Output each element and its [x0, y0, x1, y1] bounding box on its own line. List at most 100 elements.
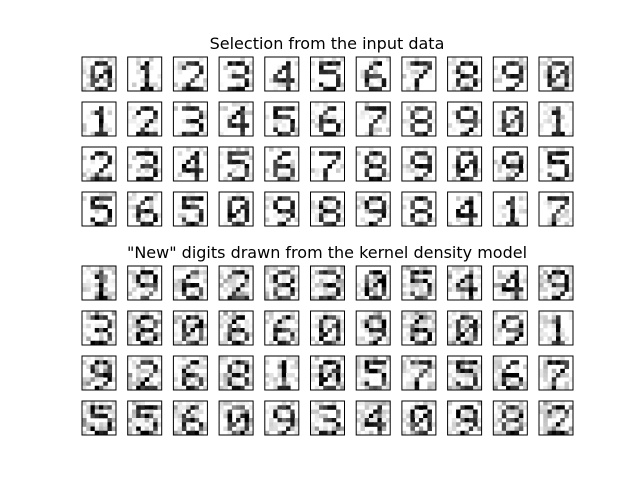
- pixel: [223, 287, 228, 292]
- pixel: [90, 377, 96, 382]
- digit-image-4: [218, 101, 254, 137]
- pixel: [340, 278, 345, 284]
- digit-image-7: [538, 355, 574, 391]
- pixel: [373, 61, 378, 66]
- pixel: [264, 287, 270, 292]
- pixel: [231, 336, 237, 342]
- digit-image-6: [264, 310, 300, 346]
- digit-image-9: [127, 265, 163, 301]
- pixel: [427, 381, 432, 387]
- pixel: [236, 274, 241, 280]
- pixel: [418, 311, 424, 316]
- pixel: [103, 373, 108, 378]
- pixel: [227, 430, 233, 436]
- pixel: [244, 164, 250, 169]
- pixel: [227, 217, 233, 223]
- pixel: [431, 217, 437, 223]
- pixel: [103, 401, 108, 406]
- pixel: [427, 61, 432, 66]
- pixel: [219, 270, 224, 275]
- pixel: [286, 57, 291, 62]
- pixel: [373, 360, 378, 365]
- pixel: [423, 401, 428, 406]
- pixel: [131, 426, 137, 432]
- pixel: [373, 413, 378, 419]
- pixel: [427, 323, 432, 329]
- pixel: [473, 82, 478, 88]
- pixel: [86, 266, 91, 271]
- pixel: [564, 69, 570, 75]
- pixel: [157, 422, 162, 427]
- pixel: [236, 61, 241, 66]
- pixel: [381, 323, 387, 329]
- pixel: [148, 291, 154, 297]
- pixel: [203, 385, 208, 391]
- pixel: [331, 373, 337, 378]
- pixel: [547, 78, 553, 83]
- pixel: [323, 360, 328, 365]
- pixel: [497, 328, 503, 333]
- pixel: [539, 278, 544, 284]
- digit-image-6: [355, 56, 391, 92]
- pixel: [327, 151, 333, 156]
- pixel: [111, 377, 117, 382]
- pixel: [140, 295, 145, 301]
- pixel: [231, 151, 237, 156]
- pixel: [551, 315, 557, 320]
- pixel: [131, 114, 137, 120]
- pixel: [336, 340, 341, 346]
- pixel: [410, 266, 415, 271]
- pixel: [464, 86, 470, 92]
- pixel: [464, 381, 470, 387]
- pixel: [364, 413, 370, 419]
- pixel: [94, 409, 100, 415]
- pixel: [273, 110, 278, 116]
- pixel: [181, 196, 187, 201]
- pixel: [340, 106, 345, 111]
- pixel: [94, 196, 100, 201]
- pixel: [539, 405, 544, 410]
- pixel: [264, 319, 270, 325]
- pixel: [464, 409, 470, 415]
- pixel: [94, 283, 100, 288]
- pixel: [560, 356, 565, 361]
- pixel: [551, 373, 557, 378]
- pixel: [327, 405, 333, 410]
- pixel: [140, 422, 145, 427]
- digit-image-4: [447, 191, 483, 227]
- pixel: [194, 159, 200, 165]
- pixel: [294, 78, 300, 83]
- pixel: [364, 110, 370, 116]
- pixel: [336, 332, 341, 337]
- pixel: [281, 364, 287, 370]
- pixel: [377, 106, 382, 111]
- pixel: [264, 217, 270, 223]
- pixel: [464, 430, 470, 436]
- pixel: [414, 270, 420, 275]
- pixel: [460, 123, 465, 128]
- pixel: [181, 278, 187, 284]
- pixel: [219, 131, 224, 137]
- pixel: [281, 328, 287, 333]
- pixel: [368, 65, 374, 71]
- pixel: [314, 283, 320, 288]
- pixel: [314, 401, 320, 406]
- pixel: [286, 287, 291, 292]
- pixel: [153, 213, 158, 218]
- pixel: [281, 274, 287, 280]
- pixel: [493, 283, 498, 288]
- pixel: [406, 266, 411, 271]
- pixel: [153, 155, 158, 161]
- pixel: [107, 209, 113, 214]
- pixel: [456, 74, 461, 79]
- pixel: [373, 209, 378, 214]
- pixel: [90, 196, 96, 201]
- pixel: [319, 151, 324, 156]
- pixel: [177, 278, 183, 284]
- pixel: [368, 221, 374, 227]
- pixel: [551, 65, 557, 71]
- pixel: [190, 172, 195, 178]
- pixel: [373, 151, 378, 156]
- pixel: [506, 422, 511, 427]
- pixel: [427, 110, 432, 116]
